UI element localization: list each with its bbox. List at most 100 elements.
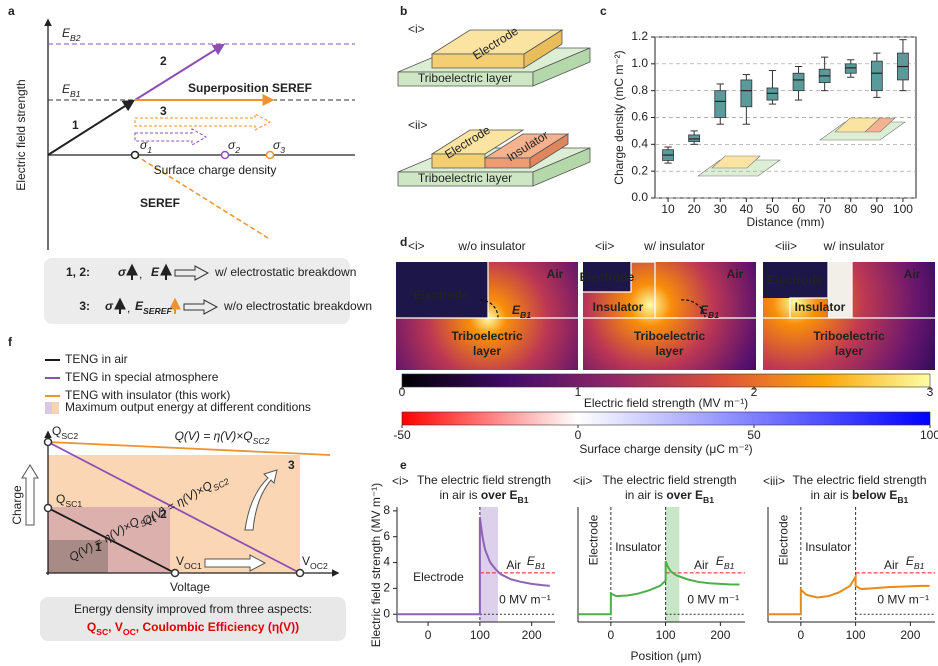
text-span: w/o insulator	[457, 239, 525, 253]
text-span: SC	[96, 627, 108, 637]
legend-label: TENG in air	[65, 352, 128, 366]
legend-label: TENG with insulator (this work)	[65, 388, 230, 402]
text-span: E	[512, 303, 521, 317]
region-label: Electrode	[777, 514, 791, 565]
text-span: c	[600, 4, 607, 18]
panel-letter: f	[8, 335, 13, 349]
label: Electrode	[580, 270, 635, 284]
chart-title: The electric field strength	[792, 473, 926, 487]
text-span: Surface charge density	[154, 163, 277, 177]
y-tick-label: 4	[383, 555, 390, 569]
text-span: 3:	[79, 299, 90, 313]
text-span: B1	[724, 561, 735, 571]
text-span: Charge	[10, 485, 24, 525]
area-swatch	[45, 402, 52, 414]
axis-title: Voltage	[170, 580, 210, 594]
box	[714, 90, 727, 118]
panel-a	[44, 18, 355, 324]
label: EB1	[62, 82, 81, 99]
text-span: σ	[105, 299, 114, 313]
label: σ3	[273, 138, 285, 155]
text-span: B1	[703, 495, 714, 505]
text-span: Electrode	[414, 288, 469, 302]
axis-title: Electric field strength	[14, 79, 28, 190]
text-span: <iii>	[775, 239, 797, 253]
label: w/o insulator	[457, 239, 525, 253]
electrode-side	[523, 29, 563, 69]
x-tick-label: 0	[608, 628, 615, 642]
text-span: OC1	[184, 561, 202, 571]
x-tick-label: 200	[710, 628, 730, 642]
label: Insulator	[593, 300, 644, 314]
label: EB1	[527, 554, 546, 571]
panel-f-shapes	[21, 352, 356, 641]
text-span: E	[62, 82, 71, 96]
label: w/ electrostatic breakdown	[214, 265, 356, 279]
text-span: Insulator	[795, 300, 846, 314]
slab-side	[532, 147, 591, 187]
text-span: , Coulombic Efficiency (η(V))	[136, 620, 299, 634]
sigma-point	[130, 150, 140, 160]
text-span: E	[700, 303, 709, 317]
panel-d-maps	[396, 261, 935, 426]
text-span: E	[906, 554, 915, 568]
label: Triboelectric	[813, 329, 885, 343]
colorbar-title: Electric field strength (MV m⁻¹)	[584, 396, 748, 410]
text-span: Triboelectric	[634, 329, 706, 343]
label: QSC2	[52, 424, 78, 441]
text-span: Electric field strength	[14, 79, 28, 190]
label: Q(V) = η(V)×QSC2	[175, 429, 270, 446]
panel-letter: d	[400, 235, 407, 249]
label: layer	[655, 344, 683, 358]
data-line	[397, 517, 550, 616]
electrode-region	[396, 262, 488, 318]
text-span: B1	[70, 89, 81, 99]
label: σ1	[140, 138, 152, 155]
line-insulator	[47, 441, 331, 456]
label: w/o electrostatic breakdown	[223, 299, 372, 313]
text-span: Superposition SEREF	[188, 81, 312, 95]
eb1-contour	[679, 299, 706, 319]
label: 3	[160, 104, 167, 118]
x-tick-label: 20	[687, 202, 701, 216]
x-tick-label: 70	[818, 202, 832, 216]
text-span: 1	[147, 145, 152, 155]
hollow-arrow	[174, 265, 210, 281]
hollow-arrow	[183, 299, 219, 315]
panel-letter: c	[600, 4, 607, 18]
text-span: in air is	[625, 488, 666, 502]
endpoint	[43, 503, 53, 513]
text-span: B1	[897, 495, 908, 505]
label: QSC1	[56, 492, 82, 509]
text-span: f	[8, 335, 13, 349]
text-span: E	[62, 26, 71, 40]
label: <i>	[408, 22, 425, 36]
y-axis-title: Electric field strength (MV m⁻¹)	[369, 483, 383, 647]
text-span: Triboelectric	[451, 329, 523, 343]
zero-label: 0 MV m⁻¹	[687, 592, 739, 606]
insulator-boundary	[789, 262, 853, 318]
text-span: Triboelectric	[813, 329, 885, 343]
text-span: 1	[72, 118, 79, 132]
label: ,	[139, 267, 142, 281]
text-span: B1	[518, 495, 529, 505]
arrow-1	[47, 99, 136, 156]
panel-c-insets	[697, 117, 906, 177]
hollow-arrow	[21, 464, 39, 526]
text-span: Q(V) = η(V)×Q	[175, 429, 253, 443]
legend-label: Maximum output energy at different condi…	[65, 400, 311, 414]
text-span: E	[135, 299, 144, 313]
colorbar-tick-label: 2	[751, 385, 758, 399]
colorbar-tick-label: 50	[747, 428, 761, 442]
x-tick-label: 10	[661, 202, 675, 216]
text-span: over E	[666, 488, 703, 502]
region-label: Electrode	[413, 570, 464, 584]
label: σ	[118, 265, 127, 279]
chart-index: <iii>	[763, 474, 785, 488]
endpoint	[170, 568, 180, 578]
text-span: w/ insulator	[643, 239, 705, 253]
inset-electrode	[711, 155, 761, 169]
text-span: layer	[655, 344, 683, 358]
sigma-point	[220, 150, 230, 160]
